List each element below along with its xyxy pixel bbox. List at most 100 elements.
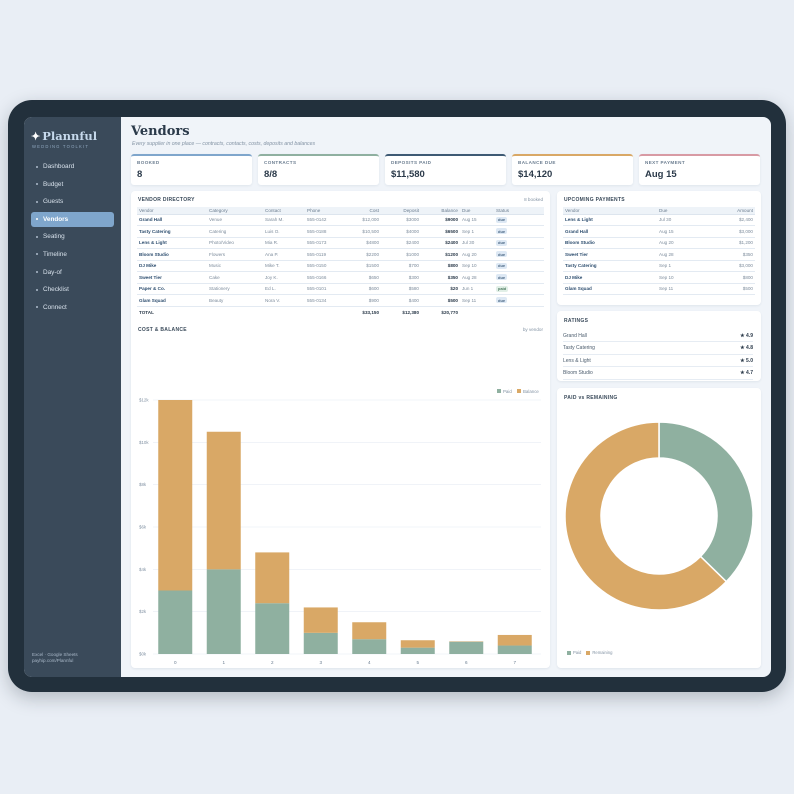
kpi-label: BOOKED <box>137 160 160 165</box>
payment-row[interactable]: DJ Mike Sep 10 $800 <box>563 271 755 284</box>
bar-paid-3[interactable] <box>303 632 338 654</box>
table-cell: Tasty Catering <box>137 225 207 238</box>
table-row[interactable]: DJ Mike Music Mike T. 555-0150 $1500 $700 $800… <box>137 260 544 272</box>
donut-slice-remaining[interactable] <box>564 421 728 611</box>
donut-title: PAID vs REMAINING <box>564 395 618 401</box>
bar-paid-2[interactable] <box>255 603 290 654</box>
column-header[interactable]: Category <box>207 207 263 215</box>
column-header[interactable]: Due <box>460 207 494 215</box>
table-cell: Aug 28 <box>657 248 705 261</box>
table-cell: Jul 30 <box>657 214 705 226</box>
bar-balance-4[interactable] <box>352 622 387 640</box>
table-cell: $650 <box>343 271 381 284</box>
column-header[interactable]: Deposit <box>381 207 421 215</box>
x-tick-label: 0 <box>174 660 177 665</box>
donut-slice-paid[interactable] <box>658 421 754 583</box>
sidebar-item-timeline[interactable]: Timeline <box>31 247 114 262</box>
column-header[interactable]: Contact <box>263 207 305 215</box>
table-cell: Cake <box>207 271 263 284</box>
table-cell: due <box>494 294 544 307</box>
bar-paid-7[interactable] <box>497 645 532 654</box>
column-header[interactable]: Vendor <box>137 207 207 215</box>
status-badge: due <box>496 251 508 258</box>
paid-swatch <box>567 650 571 655</box>
payment-row[interactable]: Sweet Tier Aug 28 $350 <box>563 248 755 261</box>
sidebar-item-seating[interactable]: Seating <box>31 229 114 244</box>
table-cell: 555-0173 <box>305 237 343 249</box>
kpi-label: DEPOSITS PAID <box>391 160 432 165</box>
table-cell: Aug 20 <box>460 248 494 261</box>
bar-paid-6[interactable] <box>449 641 484 654</box>
table-row[interactable]: Tasty Catering Catering Luis O. 555-0188 $10… <box>137 225 544 238</box>
legend-swatch <box>497 389 501 393</box>
table-cell: Grand Hall <box>563 225 657 238</box>
payment-row[interactable]: Grand Hall Aug 15 $3,000 <box>563 225 755 238</box>
column-header[interactable]: Phone <box>305 207 343 215</box>
table-cell: 555-0119 <box>305 248 343 261</box>
column-header[interactable]: Vendor <box>563 207 657 215</box>
column-header[interactable]: Status <box>494 207 544 215</box>
payment-row[interactable]: Lens & Light Jul 30 $2,400 <box>563 214 755 226</box>
table-row[interactable]: Glam Squad Beauty Nora V. 555-0134 $900 $400 $… <box>137 294 544 307</box>
bar-balance-0[interactable] <box>158 400 193 591</box>
table-cell: Sep 10 <box>657 271 705 284</box>
bar-paid-0[interactable] <box>158 590 193 655</box>
column-header[interactable]: Cost <box>343 207 381 215</box>
legend-paid: Paid <box>567 650 581 655</box>
table-cell: Jun 1 <box>460 283 494 295</box>
bar-balance-2[interactable] <box>255 552 290 604</box>
shop-link[interactable]: payhip.com/Plannful <box>32 658 74 664</box>
table-row[interactable]: Lens & Light Photo/Video Mia R. 555-0173 $48… <box>137 237 544 249</box>
bar-balance-1[interactable] <box>206 431 241 570</box>
sidebar-item-checklist[interactable]: Checklist <box>31 282 114 297</box>
kpi-value: 8 <box>137 169 143 180</box>
table-cell: Luis O. <box>263 225 305 238</box>
payment-row[interactable]: Tasty Catering Sep 1 $3,000 <box>563 260 755 272</box>
table-cell: Ana P. <box>263 248 305 261</box>
sidebar-item-vendors[interactable]: Vendors <box>31 211 114 227</box>
payment-row[interactable]: Glam Squad Sep 11 $500 <box>563 283 755 295</box>
column-header[interactable]: Amount <box>705 207 755 215</box>
table-row[interactable]: Grand Hall Venue Sarah M. 555-0142 $12,000 $3… <box>137 214 544 226</box>
sidebar-item-guests[interactable]: Guests <box>31 194 114 209</box>
bar-balance-5[interactable] <box>400 640 435 648</box>
rating-score: ★ 4.8 <box>740 345 753 352</box>
bullet-icon <box>36 288 38 291</box>
sidebar: ✦ Plannful WEDDING TOOLKIT Dashboard Budge… <box>24 117 121 677</box>
total-cell <box>263 305 305 318</box>
sparkle-icon: ✦ <box>31 130 41 143</box>
table-cell: 555-0166 <box>305 271 343 284</box>
column-header[interactable]: Balance <box>421 207 460 215</box>
table-cell: $600 <box>343 283 381 295</box>
status-badge: due <box>496 297 508 304</box>
bar-paid-5[interactable] <box>400 647 435 654</box>
table-cell: DJ Mike <box>137 260 207 272</box>
bar-paid-1[interactable] <box>206 569 241 654</box>
table-cell: $2400 <box>421 237 460 249</box>
bar-balance-3[interactable] <box>303 607 338 633</box>
bar-paid-4[interactable] <box>352 639 387 654</box>
legend-paid-label: Paid <box>573 650 582 655</box>
table-row[interactable]: Sweet Tier Cake Joy K. 555-0166 $650 $300 $350… <box>137 271 544 284</box>
table-cell: $1200 <box>421 248 460 261</box>
table-cell: $580 <box>381 283 421 295</box>
table-cell: DJ Mike <box>563 271 657 284</box>
kpi-card: BALANCE DUE $14,120 <box>512 154 633 185</box>
table-row[interactable]: Bloom Studio Flowers Ana P. 555-0119 $2200 $1… <box>137 248 544 261</box>
table-cell: due <box>494 248 544 261</box>
rating-row: Tasty Catering ★ 4.8 <box>563 343 753 355</box>
sidebar-item-budget[interactable]: Budget <box>31 177 114 192</box>
table-cell: 555-0150 <box>305 260 343 272</box>
sidebar-item-dashboard[interactable]: Dashboard <box>31 159 114 174</box>
vendor-table-header: Vendor Category Contact Phone Cost Deposit Bal… <box>137 207 544 215</box>
sidebar-item-connect[interactable]: Connect <box>31 300 114 315</box>
table-cell: $3000 <box>381 214 421 226</box>
kpi-value: $14,120 <box>518 169 553 180</box>
column-header[interactable]: Due <box>657 207 705 215</box>
sidebar-item-day-of[interactable]: Day-of <box>31 265 114 280</box>
directory-count: 8 booked <box>524 197 543 202</box>
table-row[interactable]: Paper & Co. Stationery Ed L. 555-0101 $600 $5… <box>137 283 544 295</box>
bar-balance-7[interactable] <box>497 634 532 646</box>
table-cell: $400 <box>381 294 421 307</box>
payment-row[interactable]: Bloom Studio Aug 20 $1,200 <box>563 237 755 249</box>
